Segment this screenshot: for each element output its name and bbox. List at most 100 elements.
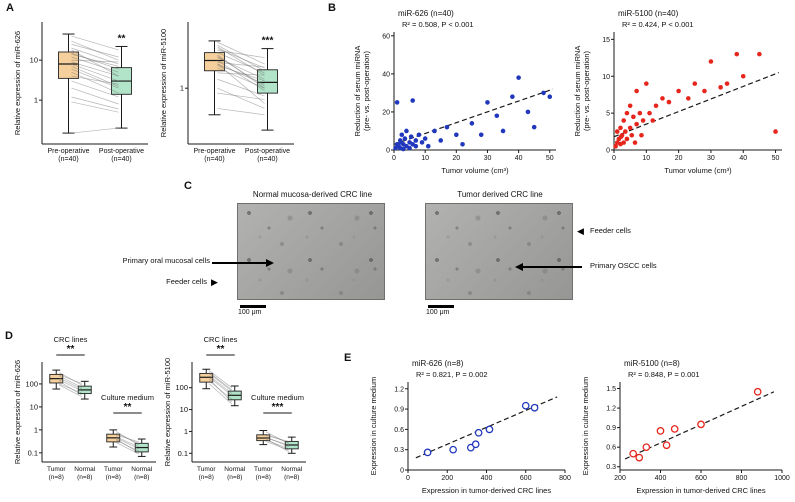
x-tick-label: 600	[520, 475, 532, 482]
category-label: (n=40)	[204, 156, 224, 163]
y-tick-label: 0.6	[394, 427, 404, 434]
data-point	[624, 110, 630, 116]
y-tick-label: 0.6	[606, 445, 616, 452]
box	[204, 52, 225, 72]
box	[58, 51, 79, 79]
x-tick-label: 1000	[774, 475, 790, 482]
boxplot-mir5100-pre-vs-post: 1***Pre-operative(n=40)Post-operative(n=…	[159, 22, 294, 163]
pair-line	[266, 431, 289, 444]
data-point	[521, 401, 530, 410]
pair-line	[217, 52, 265, 74]
pair-line	[71, 35, 119, 51]
pair-line	[217, 62, 265, 68]
y-tick-label: 0	[606, 148, 610, 155]
x-axis-title: Tumor volume (cm³)	[441, 166, 509, 175]
panel-e-label: E	[344, 352, 352, 364]
category-label: (n=8)	[256, 474, 271, 481]
pair-line	[217, 56, 265, 87]
category-label: (n=8)	[227, 474, 242, 481]
panel-c-label: C	[184, 180, 192, 192]
pair-line	[71, 87, 119, 105]
x-tick-label: 0	[612, 155, 616, 162]
y-axis-title: Expression in culture medium	[581, 377, 590, 475]
pair-line	[71, 80, 119, 98]
y-tick-label: 0.9	[606, 425, 616, 432]
y-tick-label: 0.3	[606, 464, 616, 471]
group-label: Culture medium	[101, 393, 154, 402]
category-label: Tumor	[254, 466, 273, 473]
box	[257, 69, 278, 94]
data-point	[413, 138, 419, 143]
y-tick-label: 0	[400, 468, 404, 475]
data-point	[432, 128, 437, 134]
pair-line	[59, 375, 82, 388]
data-point	[485, 100, 490, 105]
pair-line	[209, 375, 232, 394]
data-point	[631, 114, 636, 120]
data-point	[623, 129, 628, 134]
data-point	[718, 85, 723, 90]
category-label: (n=8)	[49, 474, 64, 481]
data-point	[423, 448, 432, 457]
data-point	[469, 121, 475, 126]
arrowhead-right-icon: ▶	[211, 277, 218, 287]
pair-line	[217, 46, 265, 76]
data-point	[530, 403, 539, 412]
trend-line	[613, 72, 779, 138]
data-point	[676, 88, 681, 94]
data-point	[500, 128, 506, 134]
data-point	[408, 134, 414, 139]
category-label: (n=8)	[77, 474, 92, 481]
data-point	[627, 103, 633, 109]
category-label: Post-operative	[99, 148, 144, 155]
data-point	[656, 427, 665, 435]
data-point	[660, 96, 665, 101]
x-tick-label: 50	[772, 155, 780, 162]
pair-line	[266, 438, 289, 452]
data-point	[624, 136, 630, 142]
scale-bar-left-label: 100 μm	[238, 309, 262, 316]
data-point	[407, 145, 412, 151]
y-axis-title: Expression in culture medium	[369, 377, 378, 475]
data-point	[640, 118, 646, 123]
pair-line	[71, 63, 119, 82]
scatter-mir5100-tumor-volume: 0 5 10 15 0 10 20 30 40 50 miR-5100 (n=40) R² = 0.4…	[573, 9, 782, 175]
x-tick-label: 20	[452, 155, 460, 162]
pair-line	[217, 67, 265, 89]
pair-line	[71, 68, 119, 89]
category-label: Tumor	[104, 466, 123, 473]
pair-line	[209, 383, 232, 405]
y-tick-label: 0.3	[394, 447, 404, 454]
y-tick-label: 1	[184, 427, 188, 436]
data-point	[402, 136, 408, 141]
data-point	[634, 88, 639, 94]
group-label: CRC lines	[204, 336, 238, 344]
x-axis-title: Tumor volume (cm³)	[664, 166, 732, 175]
pair-line	[209, 370, 232, 388]
significance-marker: **	[67, 344, 75, 355]
category-label: Normal	[131, 466, 153, 473]
pair-line	[217, 65, 265, 82]
x-tick-label: 0	[392, 155, 396, 162]
y-tick-label: 0.1	[178, 449, 188, 458]
pair-line	[208, 378, 233, 403]
y-tick-label: 5	[606, 111, 610, 118]
data-point	[757, 51, 762, 57]
x-tick-label: 400	[481, 475, 493, 482]
pair-line	[71, 101, 119, 113]
data-point	[471, 440, 480, 449]
y-tick-label: 60	[382, 33, 390, 40]
x-tick-label: 30	[707, 155, 715, 162]
data-point	[449, 445, 457, 454]
y-axis-title: (pre- vs. post-operation)	[362, 50, 371, 131]
x-tick-label: 20	[675, 155, 683, 162]
category-label: (n=40)	[257, 156, 277, 163]
pair-line	[266, 441, 289, 451]
pair-line	[71, 61, 119, 77]
data-point	[460, 141, 465, 147]
x-tick-label: 200	[614, 475, 626, 482]
category-label: Normal	[74, 466, 96, 473]
scatter-mir5100-volume: 0 5 10 15 0 10 20 30 40 50 miR-5100 (n=40) R² = 0.4…	[572, 6, 790, 176]
